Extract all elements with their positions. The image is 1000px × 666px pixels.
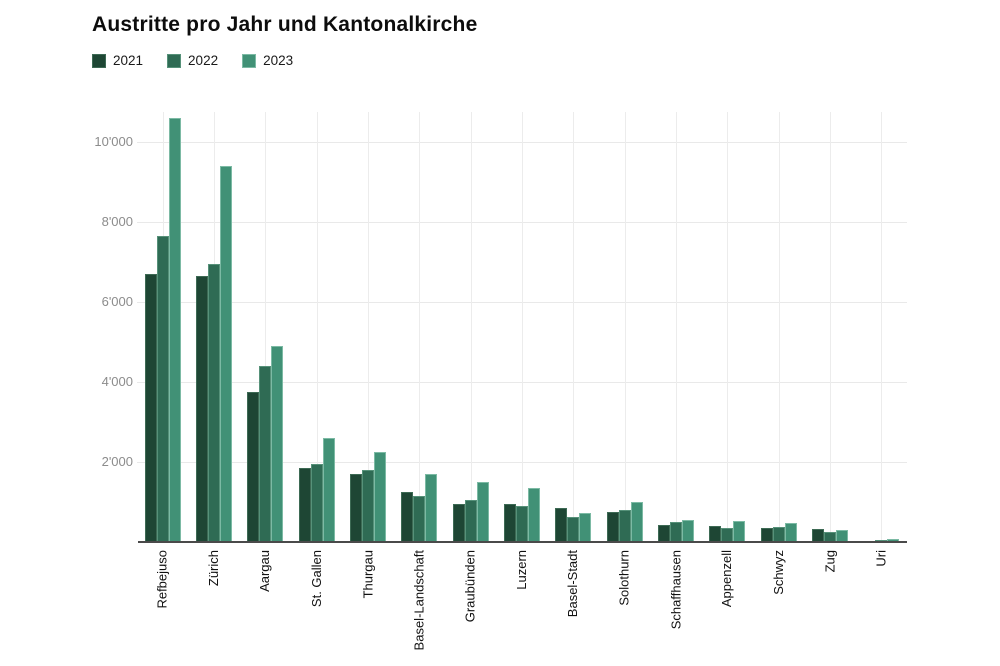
- bar-basel-landschaft-2023: [425, 474, 438, 542]
- bar-aargau-2021: [247, 392, 260, 542]
- bar-appenzell-2022: [721, 528, 734, 542]
- x-gridline: [522, 112, 523, 542]
- bar-solothurn-2021: [606, 512, 619, 542]
- bar-solothurn-2023: [630, 502, 643, 542]
- bar-graubünden-2022: [464, 500, 477, 542]
- legend-item-2023: 2023: [242, 53, 293, 68]
- legend-swatch-icon: [92, 53, 106, 68]
- legend-swatch-icon: [167, 53, 182, 68]
- bar-st-gallen-2021: [298, 468, 311, 542]
- bar-schwyz-2022: [772, 527, 785, 542]
- bar-schaffhausen-2022: [670, 522, 682, 542]
- bar-schaffhausen-2021: [658, 525, 670, 542]
- x-gridline: [881, 112, 883, 542]
- bar-uri-2023: [887, 539, 900, 542]
- bar-zug-2022: [824, 532, 836, 542]
- x-gridline: [676, 112, 677, 542]
- x-gridline: [316, 112, 318, 542]
- x-category-label-appenzell: Appenzell: [719, 550, 735, 608]
- y-tick-label: 10'000: [94, 134, 133, 149]
- x-gridline: [573, 112, 575, 542]
- bar-st-gallen-2023: [322, 438, 335, 542]
- legend: 2021 2022 2023: [92, 53, 293, 68]
- y-tick-label: 4'000: [101, 374, 133, 389]
- legend-swatch-icon: [242, 53, 257, 68]
- bar-refbejuso-2021: [144, 274, 157, 542]
- x-category-label-schwyz: Schwyz: [770, 550, 786, 595]
- bar-refbejuso-2023: [168, 118, 181, 542]
- bar-schwyz-2021: [760, 528, 773, 542]
- y-tick-label: 2'000: [101, 454, 133, 469]
- bar-luzern-2023: [528, 488, 540, 542]
- x-gridline: [727, 112, 729, 542]
- bar-graubünden-2021: [452, 504, 465, 542]
- bar-aargau-2023: [271, 346, 284, 542]
- legend-item-2021: 2021: [92, 53, 143, 68]
- bar-schaffhausen-2023: [682, 520, 694, 542]
- x-gridline: [368, 112, 369, 542]
- x-category-label-schaffhausen: Schaffhausen: [668, 550, 683, 630]
- bar-zug-2021: [812, 529, 824, 542]
- x-gridline: [265, 112, 267, 542]
- chart-title: Austritte pro Jahr und Kantonalkirche: [92, 13, 478, 36]
- bar-basel-stadt-2021: [555, 508, 568, 542]
- x-category-label-zürich: Zürich: [206, 550, 221, 587]
- bar-basel-landschaft-2021: [401, 492, 414, 542]
- bar-zürich-2021: [196, 276, 208, 542]
- legend-label: 2021: [113, 53, 144, 68]
- bar-zug-2023: [836, 530, 848, 542]
- x-category-label-thurgau: Thurgau: [360, 550, 375, 599]
- x-category-label-st-gallen: St. Gallen: [308, 550, 324, 608]
- x-category-label-zug: Zug: [822, 550, 837, 573]
- x-gridline: [830, 112, 831, 542]
- x-category-label-basel-landschaft: Basel-Landschaft: [411, 550, 427, 651]
- bar-refbejuso-2022: [156, 236, 169, 542]
- bar-zürich-2022: [208, 264, 220, 542]
- legend-label: 2022: [188, 53, 219, 68]
- x-category-label-graubünden: Graubünden: [462, 550, 478, 623]
- x-category-label-basel-stadt: Basel-Stadt: [565, 550, 581, 618]
- legend-item-2022: 2022: [167, 53, 218, 68]
- bar-luzern-2022: [516, 506, 528, 542]
- x-gridline: [470, 112, 472, 542]
- x-category-label-luzern: Luzern: [514, 550, 529, 590]
- bar-basel-stadt-2023: [579, 513, 592, 542]
- x-category-label-aargau: Aargau: [257, 550, 273, 592]
- x-gridline: [778, 112, 780, 542]
- bar-luzern-2021: [504, 504, 516, 542]
- bar-thurgau-2023: [374, 452, 386, 542]
- bar-appenzell-2021: [709, 526, 722, 542]
- bar-basel-landschaft-2022: [413, 496, 426, 542]
- bar-aargau-2022: [259, 366, 272, 542]
- bar-st-gallen-2022: [310, 464, 323, 542]
- x-category-label-refbejuso: Refbejuso: [154, 550, 170, 609]
- y-tick-label: 8'000: [101, 214, 133, 229]
- y-tick-label: 6'000: [101, 294, 133, 309]
- legend-label: 2023: [263, 53, 294, 68]
- bar-thurgau-2022: [362, 470, 374, 542]
- x-category-label-uri: Uri: [873, 550, 889, 567]
- x-gridline: [419, 112, 421, 542]
- bar-zürich-2023: [220, 166, 232, 542]
- x-axis-line: [138, 541, 907, 543]
- bar-basel-stadt-2022: [567, 517, 580, 542]
- bar-graubünden-2023: [476, 482, 489, 542]
- bar-solothurn-2022: [618, 510, 631, 542]
- x-gridline: [624, 112, 626, 542]
- bar-appenzell-2023: [733, 521, 746, 542]
- x-category-label-solothurn: Solothurn: [616, 550, 632, 606]
- bar-thurgau-2021: [350, 474, 362, 542]
- bar-schwyz-2023: [784, 523, 797, 542]
